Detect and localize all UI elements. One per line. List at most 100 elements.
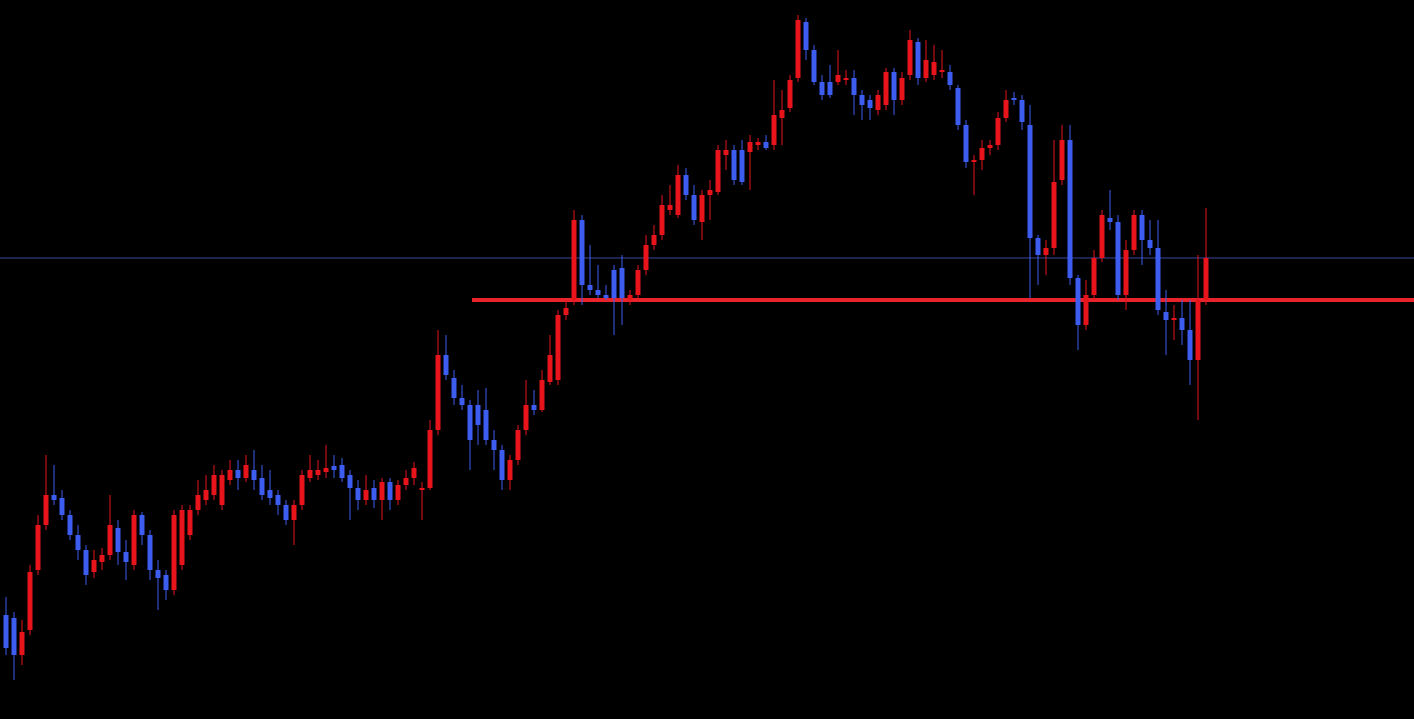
candle-body [1163, 312, 1169, 320]
candle-body [579, 220, 585, 285]
candle-body [387, 482, 393, 500]
candle-body [307, 470, 313, 478]
candle-body [963, 125, 969, 162]
candle-body [1155, 248, 1161, 310]
candle-body [347, 475, 353, 488]
candle-body [219, 475, 225, 505]
candle-body [1043, 248, 1049, 255]
candle-body [371, 488, 377, 500]
candle-body [507, 460, 513, 480]
candle-body [411, 468, 417, 478]
candle-body [923, 60, 929, 78]
candle-body [323, 468, 329, 472]
candle-body [1187, 330, 1193, 360]
candle-body [43, 495, 49, 525]
candle-body [1067, 140, 1073, 278]
candle-body [467, 405, 473, 440]
candle-body [1011, 98, 1017, 100]
candle-body [547, 355, 553, 382]
candle-body [1179, 318, 1185, 330]
candle-body [643, 245, 649, 270]
candle-body [995, 118, 1001, 145]
candle-body [243, 465, 249, 478]
candle-body [739, 150, 745, 182]
candle-body [163, 575, 169, 590]
candle-body [211, 475, 217, 495]
candle-body [595, 290, 601, 295]
candle-body [675, 175, 681, 215]
candle-body [315, 470, 321, 475]
candle-body [1195, 300, 1201, 360]
candle-body [1147, 240, 1153, 248]
candle-body [1075, 278, 1081, 325]
candle-body [555, 315, 561, 380]
candle-body [955, 88, 961, 125]
candle-body [883, 72, 889, 105]
candle-body [99, 555, 105, 562]
candle-body [1099, 215, 1105, 258]
candle-body [899, 78, 905, 100]
candle-body [1059, 140, 1065, 180]
candle-body [459, 398, 465, 405]
candle-body [819, 82, 825, 95]
candle-body [155, 570, 161, 578]
candle-body [875, 95, 881, 110]
candle-body [419, 488, 425, 490]
candle-body [651, 235, 657, 245]
candle-body [851, 78, 857, 95]
candle-body [771, 115, 777, 145]
candle-body [483, 410, 489, 440]
candle-body [731, 150, 737, 180]
candle-body [811, 50, 817, 82]
candle-body [1203, 258, 1209, 300]
candle-body [59, 498, 65, 515]
candle-body [339, 465, 345, 478]
candle-body [1139, 215, 1145, 240]
candle-body [683, 175, 689, 195]
candle-body [491, 440, 497, 450]
candle-body [35, 525, 41, 570]
candle-body [699, 195, 705, 222]
candle-body [587, 285, 593, 290]
candle-body [283, 505, 289, 520]
candle-body [67, 515, 73, 535]
candle-body [707, 190, 713, 195]
candle-body [947, 72, 953, 85]
candle-body [203, 490, 209, 500]
candle-body [27, 572, 33, 630]
candle-body [251, 470, 257, 480]
candle-body [723, 150, 729, 155]
candle-body [563, 308, 569, 315]
candle-body [443, 355, 449, 375]
candle-body [603, 295, 609, 298]
candle-body [939, 70, 945, 72]
candle-body [539, 380, 545, 410]
candle-body [667, 205, 673, 210]
candle-body [1003, 100, 1009, 118]
candle-body [715, 150, 721, 192]
candle-body [3, 615, 9, 648]
candle-body [691, 195, 697, 220]
candle-body [355, 488, 361, 500]
candle-body [227, 470, 233, 480]
candle-body [907, 40, 913, 75]
candle-body [1027, 125, 1033, 238]
candle-body [523, 405, 529, 430]
candle-body [835, 75, 841, 82]
candle-body [427, 430, 433, 488]
candle-body [787, 80, 793, 108]
candle-body [11, 618, 17, 655]
candle-body [395, 485, 401, 500]
candle-body [331, 466, 337, 470]
candle-body [859, 95, 865, 105]
candle-body [187, 510, 193, 535]
candle-body [915, 42, 921, 78]
candle-body [83, 550, 89, 575]
candle-body [19, 632, 25, 655]
candle-body [803, 22, 809, 50]
candle-body [987, 145, 993, 148]
candle-body [1035, 238, 1041, 255]
candle-body [747, 142, 753, 152]
candle-body [891, 72, 897, 100]
